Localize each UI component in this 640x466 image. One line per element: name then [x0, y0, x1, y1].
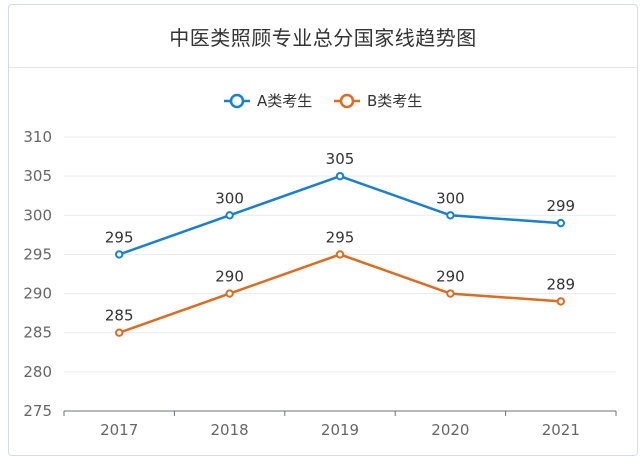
legend-item-2: B类考生 [334, 92, 422, 110]
data-point-1-2018 [225, 211, 234, 220]
legend-marker-1 [229, 93, 245, 109]
y-axis: 275 280 285 290 295 300 305 310 [23, 128, 52, 420]
x-axis: 2017 2018 2019 2020 2021 [63, 410, 617, 439]
x-tick-label-2017: 2017 [100, 421, 138, 439]
chart-title: 中医类照顾专业总分国家线趋势图 [169, 25, 477, 50]
data-label-1-2018: 300 [215, 189, 244, 207]
x-tick-label-2018: 2018 [211, 421, 249, 439]
legend: A类考生 B类考生 [224, 92, 422, 110]
data-point-2-2019 [335, 250, 345, 259]
legend-item-1: A类考生 [224, 92, 312, 110]
x-tick-label-2019: 2019 [321, 421, 359, 439]
data-point-2-2018 [225, 289, 234, 298]
data-point-1-2021 [556, 218, 565, 228]
data-point-2-2021 [556, 297, 565, 306]
data-point-1-2020 [446, 211, 455, 220]
legend-label-2: B类考生 [367, 92, 422, 110]
data-point-2-2020 [446, 289, 455, 298]
y-tick-label-285: 285 [23, 324, 52, 342]
y-tick-label-280: 280 [23, 363, 52, 381]
data-label-2-2017: 285 [105, 307, 134, 325]
y-tick-label-275: 275 [23, 402, 52, 420]
y-tick-label-300: 300 [23, 206, 52, 224]
data-label-1-2017: 295 [105, 228, 134, 246]
data-point-1-2017 [115, 250, 124, 259]
y-tick-label-310: 310 [23, 128, 52, 146]
y-tick-label-290: 290 [23, 285, 52, 303]
x-tick-label-2021: 2021 [542, 421, 580, 439]
data-label-2-2021: 289 [546, 275, 575, 293]
y-tick-label-295: 295 [23, 245, 52, 263]
data-label-1-2019: 305 [326, 150, 355, 168]
data-label-2-2020: 290 [436, 268, 465, 286]
legend-marker-2 [339, 93, 355, 109]
x-tick-label-2020: 2020 [431, 421, 469, 439]
title-bar: 中医类照顾专业总分国家线趋势图 [9, 5, 637, 68]
data-label-2-2019: 295 [326, 228, 355, 246]
series-layer: 295 300 305 300 299 285 290 295 290 289 [105, 150, 575, 337]
data-point-1-2019 [335, 171, 345, 181]
y-tick-label-305: 305 [23, 167, 52, 185]
data-point-2-2017 [115, 328, 124, 337]
chart-card: 中医类照顾专业总分国家线趋势图 [8, 4, 638, 456]
data-label-2-2018: 290 [215, 268, 244, 286]
data-label-1-2021: 299 [546, 197, 575, 215]
data-label-1-2020: 300 [436, 189, 465, 207]
legend-label-1: A类考生 [257, 92, 312, 110]
